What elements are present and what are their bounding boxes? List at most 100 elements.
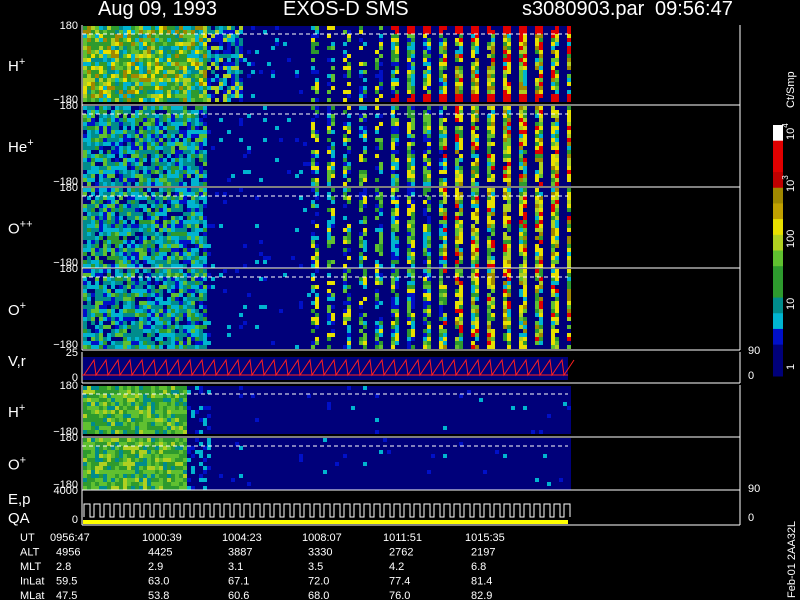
spectrogram-cell [83, 78, 87, 82]
spectrogram-cell [99, 150, 103, 154]
spectrogram-cell [427, 154, 431, 158]
spectrogram-cell [547, 34, 551, 38]
spectrogram-cell [143, 150, 147, 154]
spectrogram-cell [187, 86, 191, 90]
spectrogram-cell [167, 126, 171, 130]
spectrogram-cell [187, 130, 191, 134]
spectrogram-cell [135, 170, 139, 174]
spectrogram-cell [555, 130, 559, 134]
spectrogram-cell [171, 178, 175, 182]
spectrogram-cell [331, 66, 335, 70]
spectrogram-cell [383, 78, 387, 82]
spectrogram-cell [115, 188, 119, 192]
spectrogram-cell [335, 170, 339, 174]
spectrogram-cell [467, 166, 471, 170]
spectrogram-cell [447, 122, 451, 126]
spectrogram-cell [347, 188, 351, 192]
spectrogram-cell [483, 174, 487, 178]
spectrogram-cell [139, 118, 143, 122]
spectrogram-cell [559, 42, 563, 46]
spectrogram-cell [455, 182, 459, 186]
spectrogram-cell [535, 74, 539, 78]
spectrogram-cell [379, 188, 383, 192]
spectrogram-cell [151, 86, 155, 90]
spectrogram-cell [283, 150, 287, 154]
spectrogram-cell [103, 46, 107, 50]
spectrogram-cell [375, 94, 379, 98]
spectrogram-cell [179, 70, 183, 74]
spectrogram-cell [555, 42, 559, 46]
spectrogram-cell [227, 158, 231, 162]
spectrogram-cell [515, 50, 519, 54]
spectrogram-cell [83, 174, 87, 178]
spectrogram-cell [231, 62, 235, 66]
spectrogram-cell [391, 46, 395, 50]
spectrogram-cell [563, 138, 567, 142]
spectrogram-cell [271, 114, 275, 118]
spectrogram-cell [459, 170, 463, 174]
spectrogram-cell [567, 188, 571, 192]
spectrogram-cell [443, 86, 447, 90]
spectrogram-cell [363, 30, 367, 34]
spectrogram-cell [543, 42, 547, 46]
spectrogram-cell [335, 46, 339, 50]
spectrogram-cell [95, 106, 99, 110]
spectrogram-cell [275, 182, 279, 186]
spectrogram-cell [119, 146, 123, 150]
spectrogram-cell [183, 150, 187, 154]
spectrogram-cell [351, 38, 355, 42]
spectrogram-cell [459, 58, 463, 62]
spectrogram-cell [323, 78, 327, 82]
spectrogram-cell [271, 42, 275, 46]
spectrogram-cell [391, 142, 395, 146]
spectrogram-cell [311, 34, 315, 38]
spectrogram-cell [131, 118, 135, 122]
spectrogram-cell [343, 106, 347, 110]
spectrogram-cell [83, 170, 87, 174]
spectrogram-cell [191, 74, 195, 78]
spectrogram-cell [467, 158, 471, 162]
spectrogram-cell [523, 158, 527, 162]
spectrogram-cell [235, 146, 239, 150]
spectrogram-cell [291, 94, 295, 98]
spectrogram-cell [167, 138, 171, 142]
spectrogram-cell [299, 82, 303, 86]
spectrogram-cell [263, 30, 267, 34]
spectrogram-cell [427, 42, 431, 46]
spectrogram-cell [223, 154, 227, 158]
spectrogram-cell [267, 62, 271, 66]
spectrogram-cell [107, 42, 111, 46]
spectrogram-cell [539, 174, 543, 178]
spectrogram-cell [91, 42, 95, 46]
spectrogram-cell [295, 106, 299, 110]
spectrogram-cell [215, 78, 219, 82]
spectrogram-cell [179, 114, 183, 118]
spectrogram-cell [531, 166, 535, 170]
spectrogram-cell [131, 150, 135, 154]
spectrogram-cell [335, 66, 339, 70]
spectrogram-cell [95, 26, 99, 30]
spectrogram-cell [227, 154, 231, 158]
spectrogram-cell [563, 174, 567, 178]
spectrogram-cell [535, 138, 539, 142]
spectrogram-cell [359, 166, 363, 170]
spectrogram-cell [211, 90, 215, 94]
spectrogram-cell [183, 50, 187, 54]
spectrogram-cell [119, 134, 123, 138]
spectrogram-cell [347, 174, 351, 178]
spectrogram-cell [235, 74, 239, 78]
spectrogram-cell [323, 130, 327, 134]
spectrogram-cell [503, 34, 507, 38]
spectrogram-cell [487, 94, 491, 98]
spectrogram-cell [511, 30, 515, 34]
spectrogram-cell [491, 182, 495, 186]
spectrogram-cell [135, 30, 139, 34]
spectrogram-cell [195, 178, 199, 182]
spectrogram-cell [295, 118, 299, 122]
spectrogram-cell [271, 54, 275, 58]
spectrogram-cell [487, 166, 491, 170]
spectrogram-cell [375, 122, 379, 126]
spectrogram-cell [219, 118, 223, 122]
spectrogram-cell [227, 94, 231, 98]
spectrogram-cell [167, 188, 171, 192]
